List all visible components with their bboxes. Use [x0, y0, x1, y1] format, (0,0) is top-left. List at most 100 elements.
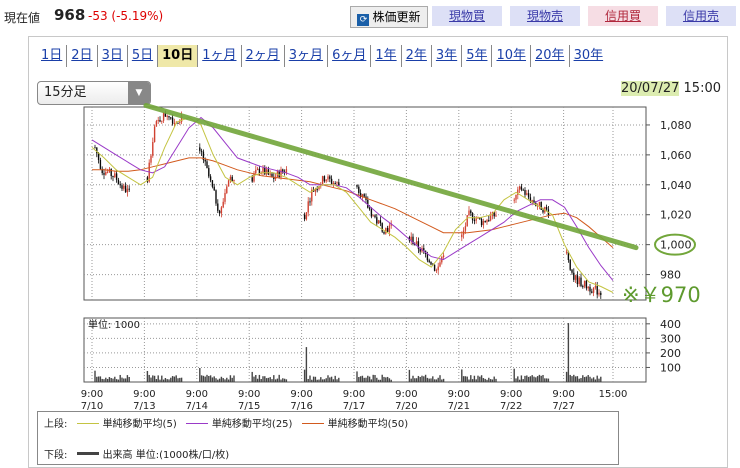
- volume-bar: [267, 377, 270, 382]
- volume-bar: [94, 370, 96, 382]
- volume-bar: [580, 378, 582, 382]
- tab-1[interactable]: 2日: [67, 45, 98, 67]
- tab-8[interactable]: 6ヶ月: [328, 45, 372, 67]
- candle-body: [227, 180, 230, 187]
- volume-bar: [218, 378, 221, 382]
- tab-10[interactable]: 2年: [402, 45, 432, 67]
- candle-body: [470, 210, 472, 214]
- candle-body: [381, 223, 383, 232]
- tab-13[interactable]: 10年: [492, 45, 532, 67]
- volume-bar: [598, 378, 600, 382]
- volume-bar: [589, 376, 591, 382]
- tab-3[interactable]: 5日: [128, 45, 159, 67]
- tab-15[interactable]: 30年: [573, 48, 604, 63]
- volume-bar: [173, 376, 176, 382]
- volume-bar: [363, 377, 365, 382]
- candle-body: [114, 173, 116, 178]
- volume-bar: [96, 376, 98, 382]
- volume-bar: [152, 375, 154, 382]
- ma50-swatch: [301, 423, 324, 424]
- candle-body: [150, 155, 152, 163]
- volume-bar: [585, 376, 588, 382]
- volume-bar: [233, 375, 235, 382]
- candle-body: [542, 209, 544, 213]
- volume-bar: [386, 376, 389, 382]
- volume-bar: [168, 379, 170, 382]
- volume-bar: [437, 377, 439, 382]
- volume-bar: [569, 374, 571, 382]
- volume-bar: [117, 379, 120, 382]
- tab-11[interactable]: 3年: [432, 45, 463, 67]
- volume-bar: [356, 371, 358, 382]
- sell-margin-button[interactable]: 信用売: [666, 6, 736, 26]
- candle-body: [583, 280, 586, 287]
- tab-4[interactable]: 10日: [158, 45, 199, 67]
- volume-bar: [473, 375, 476, 382]
- candle-body: [435, 270, 438, 272]
- candle-body: [592, 287, 595, 293]
- volume-bar: [330, 376, 333, 382]
- candle-body: [415, 241, 418, 245]
- volume-bar: [533, 376, 535, 382]
- sell-cash-button[interactable]: 現物売: [510, 6, 580, 26]
- candle-body: [527, 193, 530, 198]
- buy-cash-button[interactable]: 現物買: [432, 6, 502, 26]
- tab-7[interactable]: 3ヶ月: [285, 45, 329, 67]
- candle-body: [168, 115, 170, 118]
- candle-body: [117, 179, 120, 185]
- interval-select[interactable]: 15分足 ▼: [37, 81, 151, 105]
- candle-body: [229, 176, 232, 181]
- volume-bar: [323, 379, 326, 382]
- volume-bar: [583, 377, 586, 382]
- candle-body: [265, 169, 268, 175]
- tab-9[interactable]: 1年: [371, 45, 402, 67]
- volume-bar: [159, 379, 161, 382]
- tab-2[interactable]: 3日: [98, 45, 128, 67]
- candle-body: [377, 220, 380, 224]
- volume-bar: [112, 378, 114, 382]
- candle-body: [318, 186, 320, 190]
- circle-annotation: [654, 233, 696, 256]
- buy-margin-button[interactable]: 信用買: [588, 6, 658, 26]
- price-tick-label: 980: [660, 269, 681, 282]
- volume-bar: [162, 379, 165, 382]
- legend-lower-row: 下段: 出来高 単位:(1000株/口/枚): [44, 446, 229, 461]
- volume-bar: [423, 376, 425, 382]
- candle-body: [119, 184, 121, 186]
- volume-bar: [177, 378, 179, 382]
- volume-bar: [278, 374, 280, 382]
- price-change: -53 (-5.19%): [88, 9, 164, 23]
- candle-body: [231, 176, 233, 181]
- price-annotation: ※￥970: [622, 283, 701, 307]
- volume-bar: [334, 375, 336, 382]
- volume-bar: [464, 376, 467, 382]
- candle-body: [567, 251, 570, 260]
- tab-6[interactable]: 2ヶ月: [242, 45, 285, 67]
- volume-bar: [600, 376, 602, 382]
- volume-bar: [489, 379, 492, 382]
- legend-upper-row: 上段: 単純移動平均(5) 単純移動平均(25) 単純移動平均(50): [44, 415, 408, 430]
- volume-bar: [283, 378, 286, 382]
- tab-14[interactable]: 20年: [531, 45, 570, 67]
- update-quote-button[interactable]: ⟳ 株価更新: [350, 6, 428, 28]
- volume-bar: [377, 379, 380, 382]
- tab-5[interactable]: 1ヶ月: [198, 45, 242, 67]
- candle-body: [171, 117, 174, 124]
- tab-12[interactable]: 5年: [462, 45, 493, 67]
- volume-bar: [320, 377, 322, 382]
- tab-0[interactable]: 1日: [37, 45, 68, 67]
- volume-bar: [529, 376, 532, 382]
- candle-body: [430, 261, 432, 265]
- candle-body: [323, 176, 326, 182]
- candle-body: [215, 190, 217, 204]
- legend-volume: 出来高 単位:(1000株/口/枚): [102, 450, 230, 461]
- volume-bar: [417, 375, 420, 382]
- volume-bar: [206, 374, 208, 382]
- candle-body: [264, 167, 266, 175]
- candle-body: [576, 275, 579, 285]
- candle-body: [161, 120, 163, 122]
- candle-body: [99, 160, 102, 169]
- volume-bar: [123, 378, 125, 382]
- volume-bar: [202, 375, 205, 382]
- volume-bar: [114, 376, 116, 382]
